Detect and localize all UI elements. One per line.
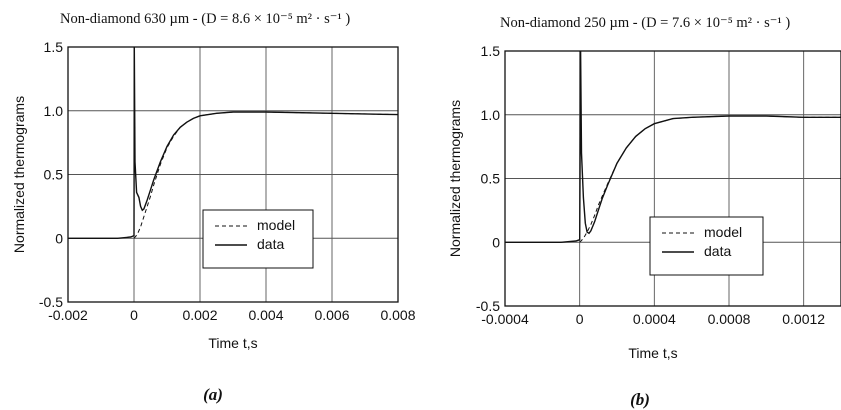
legend: model data [202,209,314,269]
x-tick-label: -0.0004 [481,311,529,327]
x-axis-label: Time t,s [208,335,257,351]
legend-label-model: model [257,217,295,233]
x-tick-label: 0.0008 [708,311,751,327]
y-tick-label: 0 [55,230,63,246]
x-tick-label: 0.002 [182,307,217,323]
legend-box [649,216,764,276]
x-tick-label: 0.004 [248,307,283,323]
plot-frame [504,50,841,307]
x-tick-label: -0.002 [48,307,88,323]
y-tick-label: 0.5 [481,171,501,187]
y-tick-label: -0.5 [39,294,63,310]
y-tick-label: 0 [492,234,500,250]
panel-caption: (b) [630,390,650,409]
x-tick-label: 0.0004 [633,311,676,327]
y-tick-label: 1.5 [44,39,64,55]
x-tick-label: 0.006 [314,307,349,323]
y-tick-label: 0.5 [44,167,64,183]
x-axis-label: Time t,s [628,345,677,361]
panel-caption: (a) [203,385,223,404]
x-tick-label: 0 [576,311,584,327]
chart-panel-b: Non-diamond 250 µm - (D = 7.6 × 10⁻⁵ m² … [447,15,841,409]
y-axis-label: Normalized thermograms [11,96,27,253]
x-tick-label: 0.0012 [782,311,825,327]
y-axis-label: Normalized thermograms [447,100,463,257]
chart-panel-a: Non-diamond 630 µm - (D = 8.6 × 10⁻⁵ m² … [11,11,416,404]
chart-title: Non-diamond 250 µm - (D = 7.6 × 10⁻⁵ m² … [500,15,790,31]
legend: model data [649,216,764,276]
y-tick-label: 1.0 [44,103,64,119]
series-line-data [68,46,399,240]
series-line-data [505,50,841,244]
chart-title: Non-diamond 630 µm - (D = 8.6 × 10⁻⁵ m² … [60,11,350,27]
y-tick-label: 1.5 [481,43,501,59]
legend-box [202,209,314,269]
legend-label-model: model [704,224,742,240]
legend-label-data: data [257,236,284,252]
y-tick-label: 1.0 [481,107,501,123]
x-tick-label: 0.008 [380,307,415,323]
y-tick-label: -0.5 [476,298,500,314]
plot-frame [67,46,399,303]
legend-label-data: data [704,243,731,259]
x-tick-label: 0 [130,307,138,323]
